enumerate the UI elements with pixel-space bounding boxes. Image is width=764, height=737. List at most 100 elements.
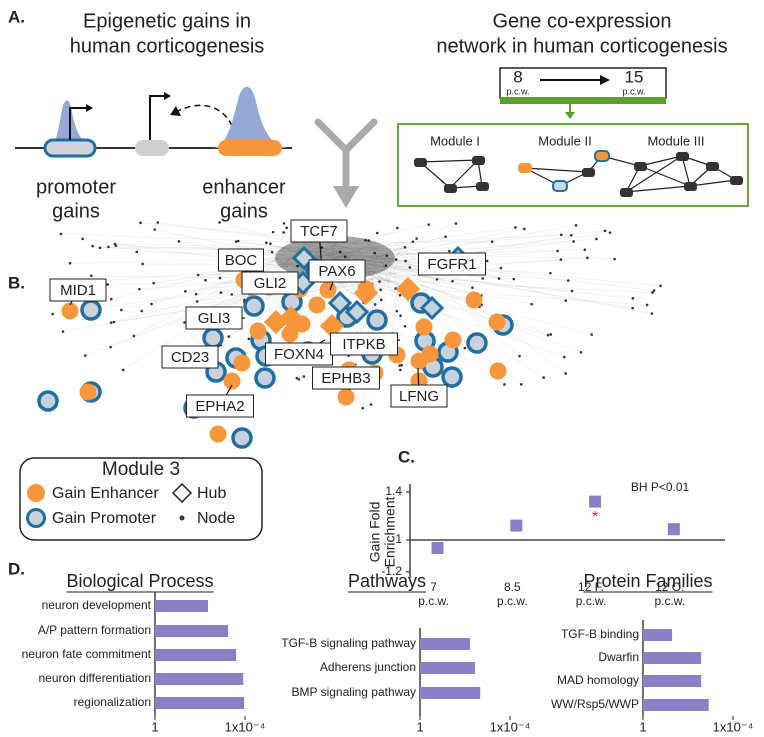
- edge: [114, 243, 349, 249]
- node: [485, 259, 489, 263]
- chart-title: Protein Families: [583, 571, 712, 591]
- hub-node: [395, 276, 421, 302]
- node: [399, 368, 402, 372]
- node: [68, 261, 72, 265]
- node: [120, 308, 123, 312]
- gene-box: [390, 384, 448, 408]
- edge: [309, 248, 397, 260]
- node: [408, 266, 412, 269]
- node: [141, 262, 144, 266]
- node: [227, 335, 231, 338]
- node: [196, 273, 200, 277]
- gene-box: [49, 278, 107, 302]
- heading: Epigenetic gains in: [83, 10, 251, 32]
- node: [569, 233, 573, 237]
- node: [364, 238, 367, 242]
- edge: [357, 247, 450, 252]
- node: [379, 288, 382, 292]
- hub-node: [263, 309, 289, 335]
- node: [556, 249, 559, 253]
- node: [296, 264, 299, 268]
- node: [138, 287, 141, 291]
- legend-label: Gain Promoter: [52, 510, 157, 527]
- node: [613, 257, 616, 261]
- bar: [155, 600, 209, 612]
- node: [650, 312, 654, 315]
- category-label: BMP signaling pathway: [291, 685, 416, 699]
- node: [270, 250, 274, 254]
- timeline-start: 8: [513, 67, 522, 86]
- legend-label: Node: [197, 510, 235, 527]
- edge: [365, 240, 391, 275]
- edge: [298, 227, 516, 260]
- edge: [111, 254, 298, 300]
- node: [204, 278, 207, 282]
- node: [269, 242, 272, 245]
- category-label: neuron fate commitment: [22, 647, 152, 661]
- gain-enhancer-node: [223, 372, 241, 390]
- node: [481, 277, 485, 280]
- edge: [157, 222, 378, 252]
- node: [645, 303, 649, 307]
- node: [399, 314, 402, 318]
- node: [499, 266, 503, 270]
- legend-symbol: [171, 482, 193, 504]
- gain-enhancer-node: [209, 425, 227, 443]
- node: [379, 298, 383, 302]
- gain-promoter-node: [243, 295, 265, 317]
- point: [589, 495, 602, 508]
- category-label: TGF-B binding: [561, 627, 639, 641]
- gene-label: LFNG: [399, 388, 439, 405]
- legend-symbol: [27, 484, 45, 502]
- node: [302, 375, 306, 378]
- bar: [420, 687, 481, 699]
- chart-title: Biological Process: [66, 571, 213, 591]
- edge: [108, 246, 388, 250]
- node: [132, 334, 136, 338]
- gain-enhancer-node: [308, 296, 326, 314]
- x-tick-label: 12 O.: [655, 580, 684, 594]
- bar: [155, 673, 244, 685]
- node: [109, 345, 112, 349]
- gene-label: PAX6: [318, 263, 355, 280]
- node: [109, 297, 113, 301]
- node: [375, 231, 379, 235]
- node: [59, 232, 63, 236]
- caption: enhancer: [202, 176, 286, 198]
- category-label: Dwarfin: [598, 650, 639, 664]
- module-label: Module II: [538, 133, 591, 148]
- node: [61, 330, 65, 333]
- node: [369, 403, 373, 406]
- node: [574, 224, 578, 227]
- point: [431, 542, 444, 554]
- node: [384, 264, 388, 267]
- heading: network in human corticogenesis: [436, 35, 727, 57]
- gain-enhancer-node: [61, 302, 79, 320]
- edge: [362, 255, 387, 259]
- edge: [271, 251, 286, 267]
- edge: [62, 273, 396, 332]
- chart-title: Pathways: [348, 571, 426, 591]
- category-label: WW/Rsp5/WWP: [551, 697, 639, 711]
- node: [564, 299, 568, 302]
- edge: [116, 245, 304, 253]
- legend-label: Hub: [197, 485, 226, 502]
- node: [247, 337, 251, 341]
- node: [183, 321, 186, 324]
- gain-enhancer-node: [79, 383, 97, 401]
- node: [546, 333, 550, 337]
- legend-label: Gain Enhancer: [52, 485, 159, 502]
- edge: [395, 234, 562, 244]
- edge: [395, 228, 525, 255]
- y-axis-label: Enrichment: [382, 496, 398, 567]
- gene-label: TCF7: [300, 223, 338, 240]
- legend-title: Module 3: [102, 459, 180, 480]
- node: [114, 244, 118, 247]
- node: [396, 226, 399, 230]
- panel-label: B.: [8, 273, 25, 292]
- heading: Gene co-expression: [493, 10, 672, 32]
- node: [135, 250, 139, 254]
- category-label: regionalization: [74, 695, 151, 709]
- bar: [643, 675, 702, 687]
- node: [542, 376, 545, 379]
